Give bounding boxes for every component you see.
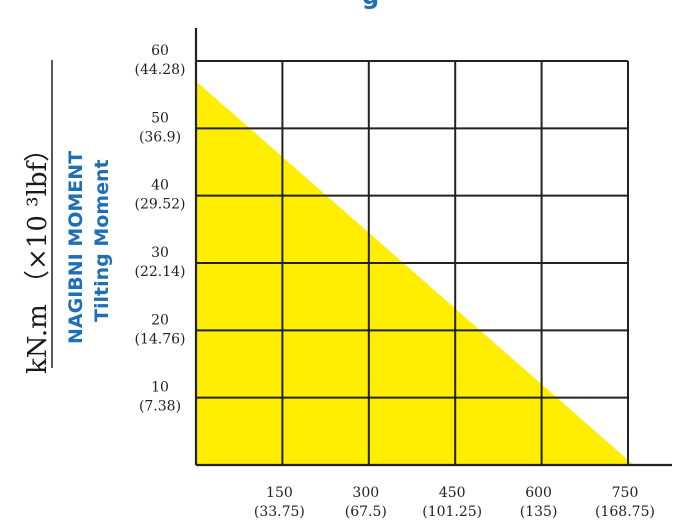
y-tick-label: 20: [151, 312, 169, 328]
y-label-secondary: Tilting Moment: [91, 159, 113, 322]
x-tick-label-alt: (67.5): [345, 504, 387, 520]
x-tick-label: 750: [612, 485, 639, 501]
x-tick-label: 450: [439, 485, 466, 501]
y-tick-label-alt: (36.9): [139, 129, 181, 145]
y-label-primary: NAGIBNI MOMENT: [65, 151, 87, 344]
x-tick-label-alt: (135): [520, 504, 558, 520]
x-tick-label-alt: (168.75): [595, 504, 655, 520]
y-tick-label: 40: [151, 178, 169, 194]
x-tick-label: 300: [352, 485, 379, 501]
y-tick-label: 30: [151, 245, 169, 261]
x-tick-label-alt: (101.25): [422, 504, 482, 520]
y-unit-label: kN.m （×10 ³lbf）: [23, 136, 53, 374]
x-tick-label: 600: [525, 485, 552, 501]
y-tick-label-alt: (7.38): [139, 399, 181, 415]
y-tick-label: 10: [151, 380, 169, 396]
y-tick-label: 50: [151, 110, 169, 126]
y-tick-label-alt: (44.28): [134, 62, 185, 78]
plot-area: 10 (7.38) 20 (14.76) 30 (22.14) 40 (29.52) 50 (36…: [134, 28, 672, 520]
y-tick-label-alt: (14.76): [134, 331, 185, 347]
y-tick-label-alt: (29.52): [134, 197, 185, 213]
chart-title-fragment: g: [362, 0, 379, 10]
x-tick-label: 150: [266, 485, 293, 501]
y-tick-label-alt: (22.14): [134, 264, 185, 280]
y-tick-label: 60: [151, 43, 169, 59]
y-axis-labels: kN.m （×10 ³lbf） NAGIBNI MOMENT Tilting M…: [23, 60, 113, 374]
x-tick-label-alt: (33.75): [254, 504, 305, 520]
area-series-0: [196, 81, 634, 465]
